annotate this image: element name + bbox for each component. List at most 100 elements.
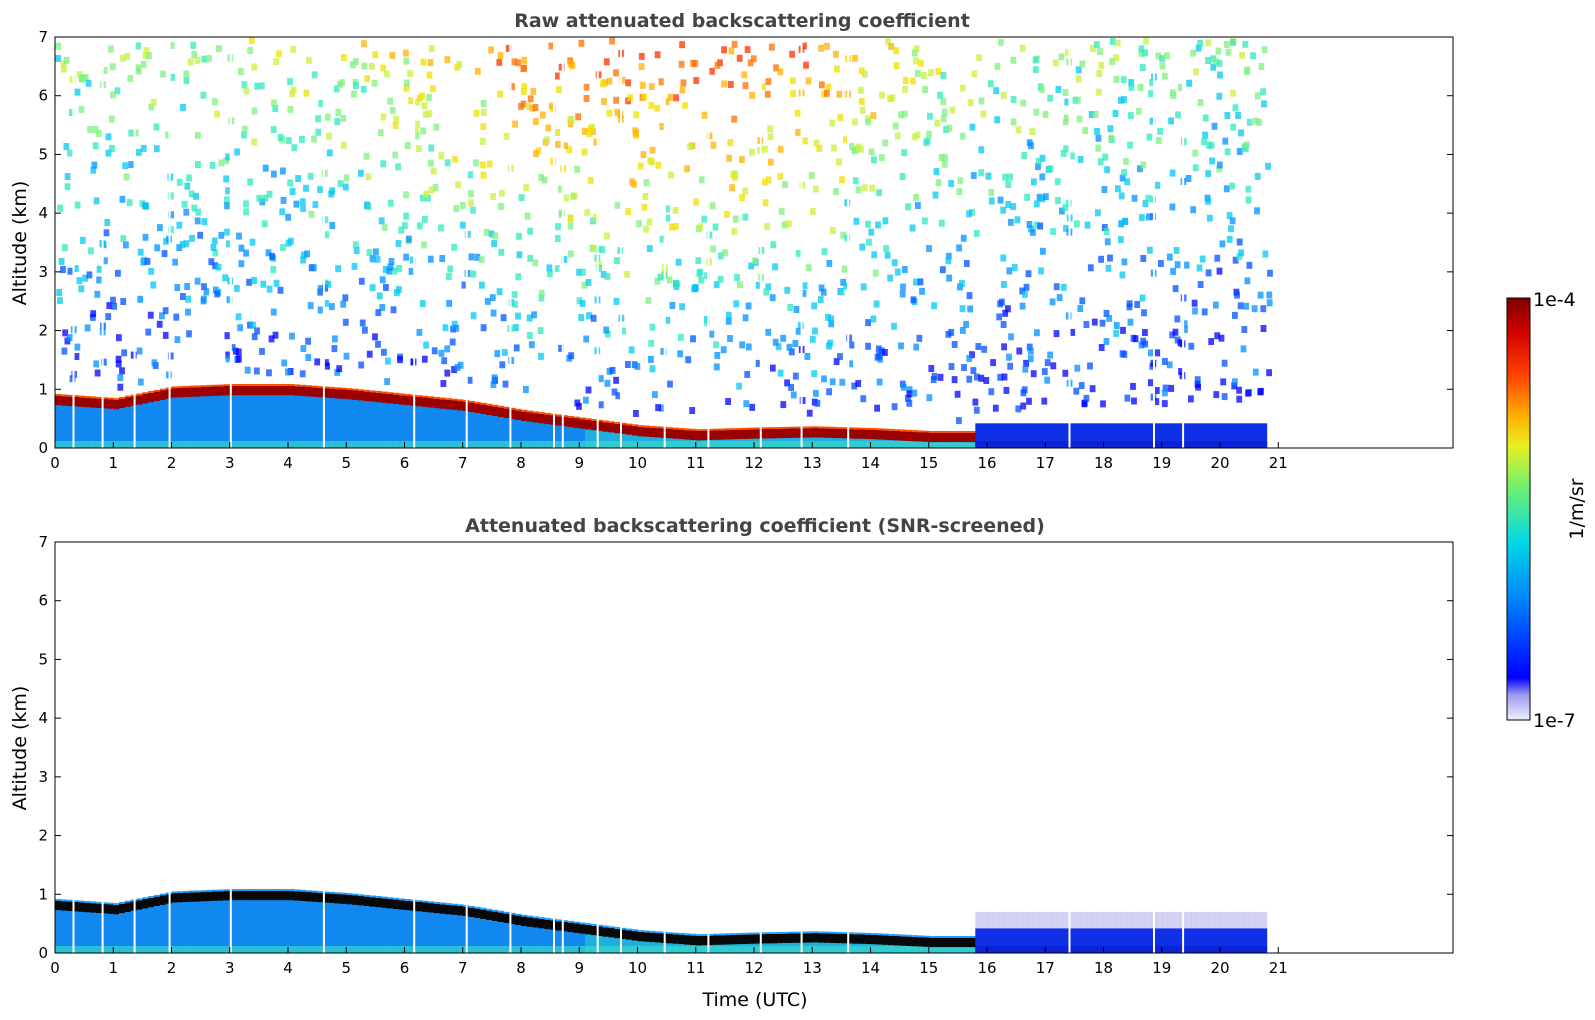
surface-layer-cell <box>684 441 691 448</box>
noise-speckle <box>733 300 740 308</box>
noise-speckle <box>1078 382 1085 390</box>
surface-layer-cell <box>736 441 743 448</box>
boundary-layer-cell <box>1121 928 1128 953</box>
noise-speckle <box>933 168 940 176</box>
cloud-layer-cell <box>235 890 242 901</box>
surface-layer-cell <box>352 946 359 953</box>
cloud-layer-cell <box>783 933 790 943</box>
haze-cell <box>1243 911 1250 929</box>
noise-speckle <box>1260 305 1267 313</box>
noise-speckle <box>425 194 431 202</box>
surface-layer-cell <box>1167 946 1174 953</box>
noise-speckle <box>893 47 900 55</box>
boundary-layer-cell <box>585 427 592 448</box>
cloud-edge-cell <box>328 891 336 894</box>
noise-speckle <box>1121 169 1127 176</box>
boundary-layer-cell <box>363 398 371 448</box>
cloud-layer-cell <box>218 386 225 396</box>
surface-layer-cell <box>992 441 1000 448</box>
noise-speckle <box>1118 192 1125 200</box>
surface-layer-cell <box>596 441 604 448</box>
cloud-edge-cell <box>719 428 726 431</box>
cloud-layer-cell <box>258 385 266 396</box>
cloud-edge-cell <box>911 935 918 937</box>
boundary-layer-cell <box>503 920 510 953</box>
noise-speckle <box>1174 261 1181 269</box>
noise-speckle <box>1118 236 1124 244</box>
cloud-layer-cell <box>608 928 615 938</box>
surface-layer-cell <box>701 946 708 953</box>
noise-speckle <box>1047 165 1054 173</box>
cloud-edge-cell <box>893 429 901 431</box>
boundary-layer-cell <box>1138 928 1145 953</box>
cloud-layer-cell <box>107 904 114 914</box>
noise-speckle <box>636 220 642 228</box>
noise-speckle <box>983 377 990 384</box>
noise-speckle <box>148 103 155 111</box>
noise-speckle <box>1121 217 1128 225</box>
noise-speckle <box>247 321 253 329</box>
colorbar-max-label: 1e-4 <box>1533 289 1576 311</box>
haze-cell <box>1091 911 1099 929</box>
noise-speckle <box>266 190 273 198</box>
cloud-edge-cell <box>253 384 260 386</box>
cloud-edge-cell <box>381 896 388 899</box>
noise-speckle <box>1044 359 1051 367</box>
boundary-layer-cell <box>1016 928 1023 953</box>
noise-speckle <box>1047 351 1053 359</box>
cloud-edge-cell <box>317 891 324 893</box>
cloud-layer-cell <box>561 921 569 932</box>
noise-speckle <box>1216 59 1223 67</box>
noise-speckle <box>641 203 648 211</box>
y-tick-label: 3 <box>38 263 48 281</box>
surface-layer-cell <box>247 946 254 953</box>
noise-speckle <box>592 214 599 221</box>
cloud-layer-cell <box>322 388 330 398</box>
cloud-edge-cell <box>433 901 440 904</box>
haze-cell <box>1051 911 1058 929</box>
surface-layer-cell <box>800 441 807 448</box>
surface-layer-cell <box>142 441 149 448</box>
noise-speckle <box>777 369 784 377</box>
noise-speckle <box>825 313 831 321</box>
noise-speckle <box>1042 110 1049 118</box>
haze-cell <box>1115 911 1122 929</box>
cloud-edge-cell <box>876 428 883 431</box>
boundary-layer-cell <box>620 431 627 448</box>
noise-speckle <box>811 370 818 378</box>
cloud-layer-cell <box>194 892 202 902</box>
cloud-edge-cell <box>328 386 336 389</box>
noise-speckle <box>1154 349 1161 357</box>
y-tick-label: 0 <box>38 944 48 962</box>
boundary-layer-cell <box>258 392 266 448</box>
boundary-layer-cell <box>293 393 301 448</box>
boundary-layer-cell <box>404 907 411 953</box>
noise-speckle <box>813 389 819 397</box>
noise-speckle <box>55 55 62 62</box>
boundary-layer-cell <box>422 909 429 953</box>
noise-speckle <box>1107 125 1114 133</box>
noise-speckle <box>295 175 301 182</box>
noise-speckle <box>882 217 889 225</box>
noise-speckle <box>386 267 393 275</box>
noise-speckle <box>243 208 249 216</box>
cloud-edge-cell <box>253 889 260 891</box>
surface-layer-cell <box>631 441 639 448</box>
noise-speckle <box>194 277 201 285</box>
noise-speckle <box>732 170 739 178</box>
noise-speckle <box>428 45 435 53</box>
x-tick-label: 0 <box>50 959 60 977</box>
cloud-layer-cell <box>148 392 155 403</box>
surface-layer-cell <box>183 946 190 953</box>
noise-speckle <box>926 130 932 138</box>
cloud-edge-cell <box>486 403 493 406</box>
cloud-edge-cell <box>882 428 889 431</box>
surface-layer-cell <box>736 946 743 953</box>
boundary-layer-cell <box>486 412 493 448</box>
boundary-layer-cell <box>206 898 213 953</box>
noise-speckle <box>349 61 356 69</box>
cloud-layer-cell <box>724 935 732 945</box>
noise-speckle <box>567 214 574 222</box>
cloud-layer-cell <box>311 387 318 397</box>
cloud-layer-cell <box>952 937 959 948</box>
